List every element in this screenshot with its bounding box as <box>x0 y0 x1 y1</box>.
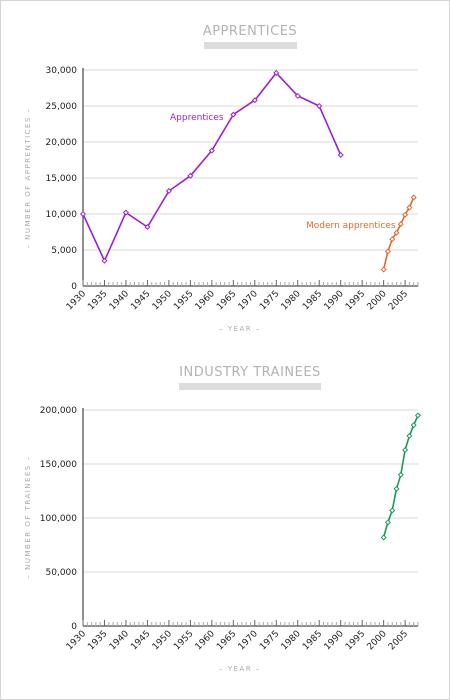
data-point[interactable] <box>402 211 409 218</box>
data-point[interactable] <box>406 204 413 211</box>
data-point[interactable] <box>384 248 391 255</box>
data-point[interactable] <box>410 422 417 429</box>
x-tick-label: 2005 <box>387 629 410 652</box>
data-point[interactable] <box>402 446 409 453</box>
data-point[interactable] <box>384 519 391 526</box>
y-tick-label: 150,000 <box>40 460 77 470</box>
data-point[interactable] <box>389 507 396 514</box>
data-point[interactable] <box>337 151 344 158</box>
x-tick-label: 2005 <box>387 289 410 312</box>
y-tick-label: 5,000 <box>51 246 77 256</box>
chart-title: APPRENTICES <box>203 24 297 39</box>
x-tick-label: 1950 <box>151 289 174 312</box>
y-tick-label: 100,000 <box>40 514 77 524</box>
y-tick-label: 20,000 <box>46 138 78 148</box>
x-tick-label: 1975 <box>258 629 281 652</box>
data-point[interactable] <box>393 229 400 236</box>
data-point[interactable] <box>251 97 258 104</box>
x-tick-label: 1970 <box>237 289 260 312</box>
x-tick-label: 1935 <box>86 629 109 652</box>
series-label-modern-apprentices: Modern apprentices <box>306 221 396 231</box>
data-point[interactable] <box>230 111 237 118</box>
data-point[interactable] <box>101 257 108 264</box>
x-tick-label: 1970 <box>237 629 260 652</box>
y-tick-label: 25,000 <box>46 102 78 112</box>
y-tick-label: 0 <box>71 282 77 292</box>
x-tick-label: 1985 <box>301 289 324 312</box>
y-tick-label: 15,000 <box>46 174 78 184</box>
x-tick-label: 1990 <box>323 289 346 312</box>
x-tick-label: 1960 <box>194 629 217 652</box>
data-point[interactable] <box>406 432 413 439</box>
y-tick-label: 30,000 <box>46 66 78 76</box>
x-tick-label: 2000 <box>365 289 388 312</box>
x-tick-label: 1995 <box>344 629 367 652</box>
data-point[interactable] <box>273 69 280 76</box>
x-axis-label: – YEAR – <box>219 325 261 333</box>
chart-industry-trainees: INDUSTRY TRAINEES – NUMBER OF TRAINEES –… <box>24 365 422 673</box>
x-tick-label: 1985 <box>301 629 324 652</box>
x-tick-label: 1945 <box>129 629 152 652</box>
x-tick-label: 1930 <box>65 629 88 652</box>
y-tick-label: 0 <box>71 622 77 632</box>
data-point[interactable] <box>122 209 129 216</box>
data-point[interactable] <box>393 485 400 492</box>
series-line <box>82 72 342 262</box>
data-point[interactable] <box>380 266 387 273</box>
x-tick-label: 1955 <box>172 289 195 312</box>
data-point[interactable] <box>144 223 151 230</box>
x-tick-label: 1995 <box>344 289 367 312</box>
x-axis-label: – YEAR – <box>219 665 261 673</box>
x-tick-label: 1980 <box>280 629 303 652</box>
x-tick-label: 1965 <box>215 289 238 312</box>
data-point[interactable] <box>410 194 417 201</box>
x-tick-label: 1940 <box>108 629 131 652</box>
x-tick-label: 1980 <box>280 289 303 312</box>
x-tick-label: 1940 <box>108 289 131 312</box>
chart-apprentices: APPRENTICES – NUMBER OF APPRENTICES – – … <box>24 24 419 333</box>
x-tick-label: 2000 <box>365 629 388 652</box>
x-tick-label: 1935 <box>86 289 109 312</box>
title-underline-bar <box>204 42 297 49</box>
series-label-apprentices: Apprentices <box>170 113 224 123</box>
x-tick-label: 1945 <box>129 289 152 312</box>
x-tick-label: 1990 <box>323 629 346 652</box>
chart-title: INDUSTRY TRAINEES <box>179 365 321 380</box>
data-point[interactable] <box>380 534 387 541</box>
data-point[interactable] <box>389 236 396 243</box>
x-tick-label: 1960 <box>194 289 217 312</box>
data-point[interactable] <box>187 172 194 179</box>
y-axis-label: – NUMBER OF TRAINEES – <box>24 455 32 578</box>
y-tick-label: 200,000 <box>40 406 77 416</box>
x-tick-label: 1975 <box>258 289 281 312</box>
x-tick-label: 1950 <box>151 629 174 652</box>
x-tick-label: 1965 <box>215 629 238 652</box>
data-point[interactable] <box>397 221 404 228</box>
data-point[interactable] <box>316 102 323 110</box>
data-point[interactable] <box>294 92 301 99</box>
data-point[interactable] <box>208 147 215 154</box>
data-point[interactable] <box>165 187 172 194</box>
x-tick-label: 1930 <box>65 289 88 312</box>
y-tick-label: 10,000 <box>46 210 78 220</box>
title-underline-bar <box>179 383 321 390</box>
data-point[interactable] <box>414 412 422 419</box>
y-axis-label: – NUMBER OF APPRENTICES – <box>24 107 32 248</box>
x-tick-label: 1955 <box>172 629 195 652</box>
data-point[interactable] <box>397 471 404 478</box>
y-tick-label: 50,000 <box>46 568 78 578</box>
data-point[interactable] <box>79 210 87 218</box>
